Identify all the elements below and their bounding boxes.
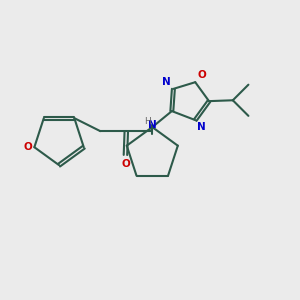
- Text: O: O: [121, 159, 130, 169]
- Text: O: O: [197, 70, 206, 80]
- Text: N: N: [148, 120, 157, 130]
- Text: N: N: [197, 122, 206, 132]
- Text: N: N: [163, 77, 171, 87]
- Text: H: H: [144, 116, 151, 125]
- Text: O: O: [23, 142, 32, 152]
